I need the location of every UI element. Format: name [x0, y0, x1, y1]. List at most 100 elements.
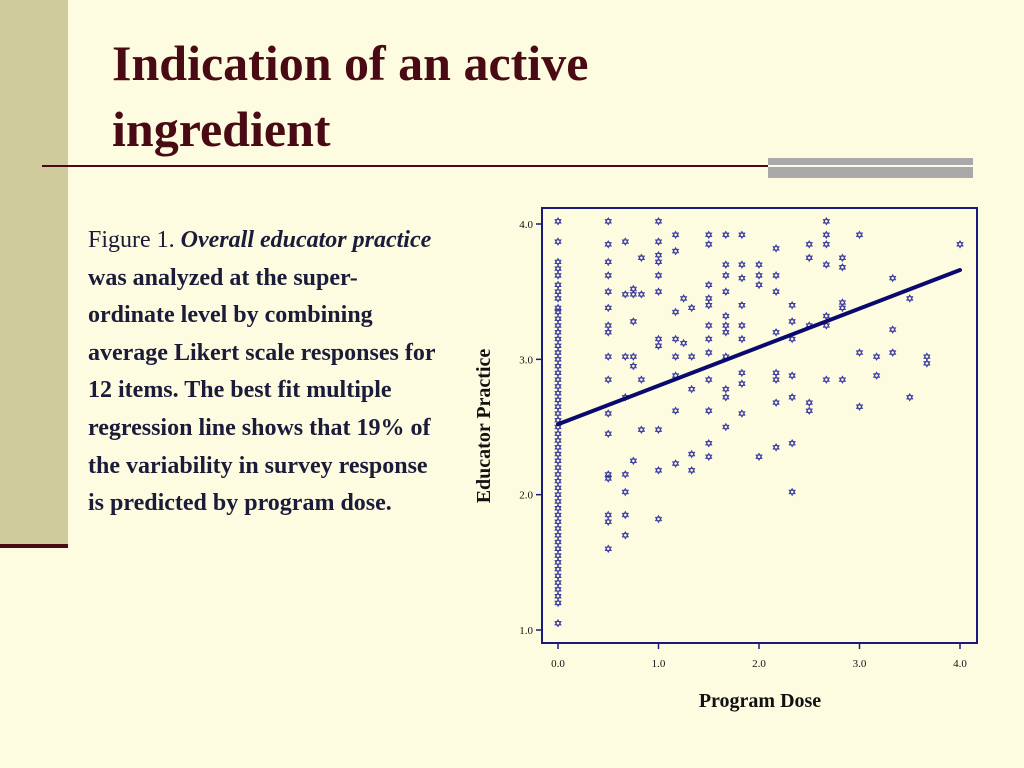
data-point	[822, 321, 831, 330]
data-point	[604, 517, 612, 527]
data-point	[906, 392, 914, 402]
data-point	[705, 438, 713, 448]
data-point	[722, 384, 730, 394]
data-point	[687, 466, 696, 475]
data-point	[637, 375, 646, 384]
data-point	[637, 425, 646, 435]
data-point	[554, 334, 562, 344]
data-point	[705, 321, 713, 330]
figure-caption: Figure 1. Overall educator practice was …	[88, 222, 438, 523]
data-point	[822, 230, 831, 240]
data-point	[621, 352, 630, 361]
data-point	[554, 463, 562, 472]
data-point	[772, 443, 780, 452]
data-point	[629, 317, 638, 326]
data-point	[637, 253, 646, 263]
data-point	[554, 618, 562, 628]
data-point	[604, 375, 612, 384]
data-point	[554, 470, 562, 479]
data-point	[604, 352, 612, 361]
x-tick-label: 0.0	[551, 658, 565, 670]
data-point	[554, 490, 562, 499]
data-point	[888, 348, 897, 357]
data-point	[738, 321, 746, 330]
data-point	[554, 415, 562, 425]
data-point	[554, 361, 562, 371]
data-point	[554, 402, 562, 412]
data-point	[788, 371, 796, 380]
data-point	[772, 375, 780, 384]
data-point	[687, 384, 696, 394]
data-point	[554, 476, 562, 486]
y-tick-label: 2.0	[519, 490, 533, 502]
data-point	[872, 371, 881, 380]
data-point	[554, 483, 562, 493]
data-point	[621, 487, 630, 497]
data-point	[654, 257, 663, 267]
data-point	[788, 334, 796, 344]
data-point	[554, 578, 562, 587]
data-point	[722, 422, 730, 432]
data-point	[554, 564, 562, 574]
data-point	[604, 429, 612, 439]
data-point	[554, 237, 562, 246]
scatter-plot: 1.0 2.0 3.0 4.0 0.0 1.0 2.0 3.0 4.0 Program Dose E…	[473, 207, 978, 712]
data-point	[629, 352, 638, 361]
data-point	[788, 300, 796, 310]
data-point	[554, 280, 562, 290]
data-point	[772, 287, 780, 296]
data-point	[855, 230, 864, 240]
data-point	[604, 470, 612, 479]
data-point	[755, 271, 763, 280]
data-point	[705, 230, 713, 240]
data-point	[722, 230, 730, 240]
data-point	[822, 311, 831, 321]
data-point	[621, 530, 630, 540]
data-point	[738, 368, 746, 378]
data-point	[554, 348, 562, 357]
data-point	[554, 551, 562, 560]
data-point	[772, 327, 780, 337]
data-point	[705, 406, 713, 416]
data-point	[554, 497, 562, 506]
data-point	[554, 537, 562, 547]
data-point	[554, 449, 562, 459]
title-divider	[42, 165, 972, 167]
data-point	[554, 442, 562, 452]
y-tick-label: 4.0	[519, 219, 533, 231]
data-point	[738, 230, 746, 240]
data-point	[554, 530, 562, 540]
data-point	[722, 321, 730, 330]
data-point	[554, 524, 562, 533]
data-point	[687, 303, 696, 313]
data-point	[654, 271, 663, 280]
data-point	[671, 459, 680, 468]
data-point	[772, 398, 780, 407]
data-point	[554, 585, 562, 594]
data-point	[554, 271, 562, 280]
data-point	[722, 311, 730, 321]
x-tick-label: 1.0	[652, 658, 666, 670]
data-point	[855, 402, 864, 412]
data-point	[604, 239, 612, 249]
data-point	[705, 280, 713, 290]
data-point	[679, 338, 688, 348]
data-point	[671, 334, 680, 344]
data-point	[604, 510, 612, 520]
left-decorative-band	[0, 0, 68, 545]
data-point	[604, 303, 612, 313]
data-point	[788, 487, 796, 497]
title-accent-bar	[768, 158, 973, 178]
data-point	[654, 250, 663, 260]
data-point	[604, 216, 612, 226]
data-point	[838, 303, 847, 313]
data-point	[738, 334, 746, 344]
data-point	[554, 558, 562, 567]
data-point	[671, 352, 680, 361]
data-point	[788, 438, 796, 448]
data-point	[654, 466, 663, 475]
data-point	[654, 425, 663, 435]
data-point	[554, 456, 562, 466]
data-point	[554, 510, 562, 520]
data-point	[554, 287, 562, 296]
